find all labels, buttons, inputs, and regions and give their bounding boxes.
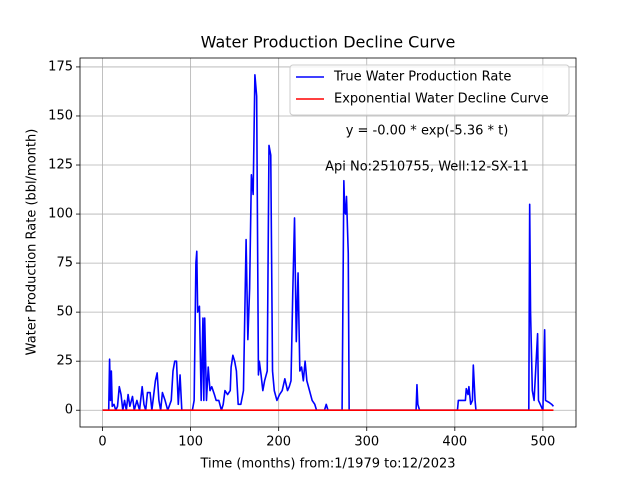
- x-tick-label: 200: [266, 435, 291, 450]
- y-tick-label: 150: [48, 108, 73, 123]
- y-tick-label: 50: [56, 305, 73, 320]
- x-tick-label: 500: [530, 435, 555, 450]
- y-tick-label: 0: [65, 403, 73, 418]
- x-tick-label: 100: [178, 435, 203, 450]
- y-tick-label: 125: [48, 158, 73, 173]
- legend-label: Exponential Water Decline Curve: [334, 92, 549, 107]
- y-tick-label: 175: [48, 59, 73, 74]
- y-tick-label: 100: [48, 207, 73, 222]
- x-tick-label: 400: [442, 435, 467, 450]
- y-tick-label: 25: [56, 354, 73, 369]
- x-tick-label: 300: [354, 435, 379, 450]
- chart-title: Water Production Decline Curve: [201, 33, 456, 52]
- y-tick-label: 75: [56, 256, 73, 271]
- x-tick-label: 0: [98, 435, 106, 450]
- legend-label: True Water Production Rate: [333, 70, 511, 85]
- plot-frame: [79, 57, 577, 428]
- x-axis-label: Time (months) from:1/1979 to:12/2023: [199, 457, 455, 472]
- annotation: Api No:2510755, Well:12-SX-11: [325, 160, 529, 175]
- legend-box: [289, 64, 570, 116]
- annotation: y = -0.00 * exp(-5.36 * t): [346, 124, 509, 139]
- y-axis-label: Water Production Rate (bbl/month): [25, 129, 40, 356]
